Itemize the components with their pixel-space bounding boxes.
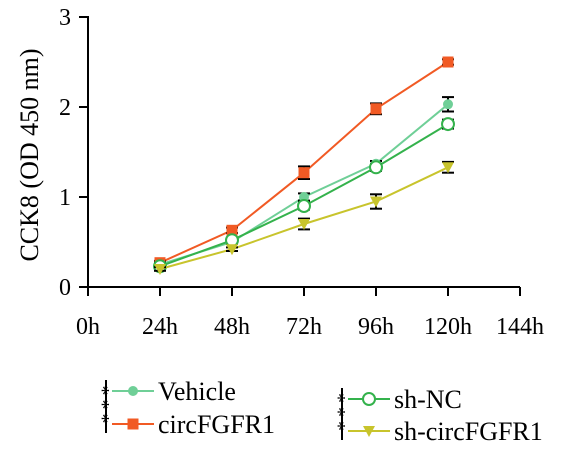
data-point <box>370 103 382 115</box>
series-line <box>159 61 449 264</box>
significance-marker: *** <box>91 380 113 433</box>
data-point <box>370 196 382 208</box>
legend-label: Vehicle <box>158 377 236 406</box>
legend-marker <box>363 426 375 437</box>
data-point <box>298 167 310 179</box>
data-point <box>297 199 311 213</box>
data-point <box>298 219 310 230</box>
y-tick-label: 0 <box>59 275 71 301</box>
legend-label: sh-NC <box>394 385 462 414</box>
data-point <box>226 224 238 236</box>
x-tick-label: 72h <box>286 314 322 340</box>
series-circfgfr1 <box>154 56 454 269</box>
legend-marker <box>362 392 376 406</box>
legend-item: sh-circFGFR1 <box>348 417 543 446</box>
legend-marker <box>127 418 139 430</box>
y-tick-label: 2 <box>59 95 71 121</box>
significance-marker: *** <box>327 388 349 440</box>
legend-item: sh-NC <box>348 385 462 414</box>
data-point <box>369 160 383 175</box>
data-point <box>442 162 454 174</box>
x-tick-label: 0h <box>76 314 100 340</box>
data-point <box>443 99 453 110</box>
series-vehicle <box>154 96 454 270</box>
legend: Vehicle circFGFR1 sh-NC sh-circFGFR1 *** *** <box>91 377 543 446</box>
y-axis-label: CCK8 (OD 450 nm) <box>15 48 44 261</box>
x-tick-label: 24h <box>142 314 178 340</box>
series-layer <box>153 56 455 275</box>
axes: 0 1 2 3 0h 24h 48h 72h 96h 120h 144h <box>59 5 544 340</box>
x-tick-label: 48h <box>214 314 250 340</box>
data-point <box>441 117 455 132</box>
x-tick-label: 96h <box>358 314 394 340</box>
data-point <box>154 264 166 275</box>
legend-marker <box>128 386 138 396</box>
legend-item: circFGFR1 <box>112 410 275 439</box>
x-tick-label: 120h <box>424 314 472 340</box>
legend-label: circFGFR1 <box>158 410 275 439</box>
series-sh-circfgfr1 <box>154 160 454 275</box>
data-point <box>442 56 454 68</box>
series-sh-nc <box>153 117 455 274</box>
legend-item: Vehicle <box>112 377 236 406</box>
legend-label: sh-circFGFR1 <box>394 417 543 446</box>
significance-label: *** <box>327 393 349 435</box>
x-tick-label: 144h <box>496 314 544 340</box>
significance-label: *** <box>91 386 113 428</box>
y-tick-label: 1 <box>59 185 71 211</box>
y-tick-label: 3 <box>59 5 71 31</box>
series-line <box>159 103 449 266</box>
data-point <box>226 244 238 256</box>
